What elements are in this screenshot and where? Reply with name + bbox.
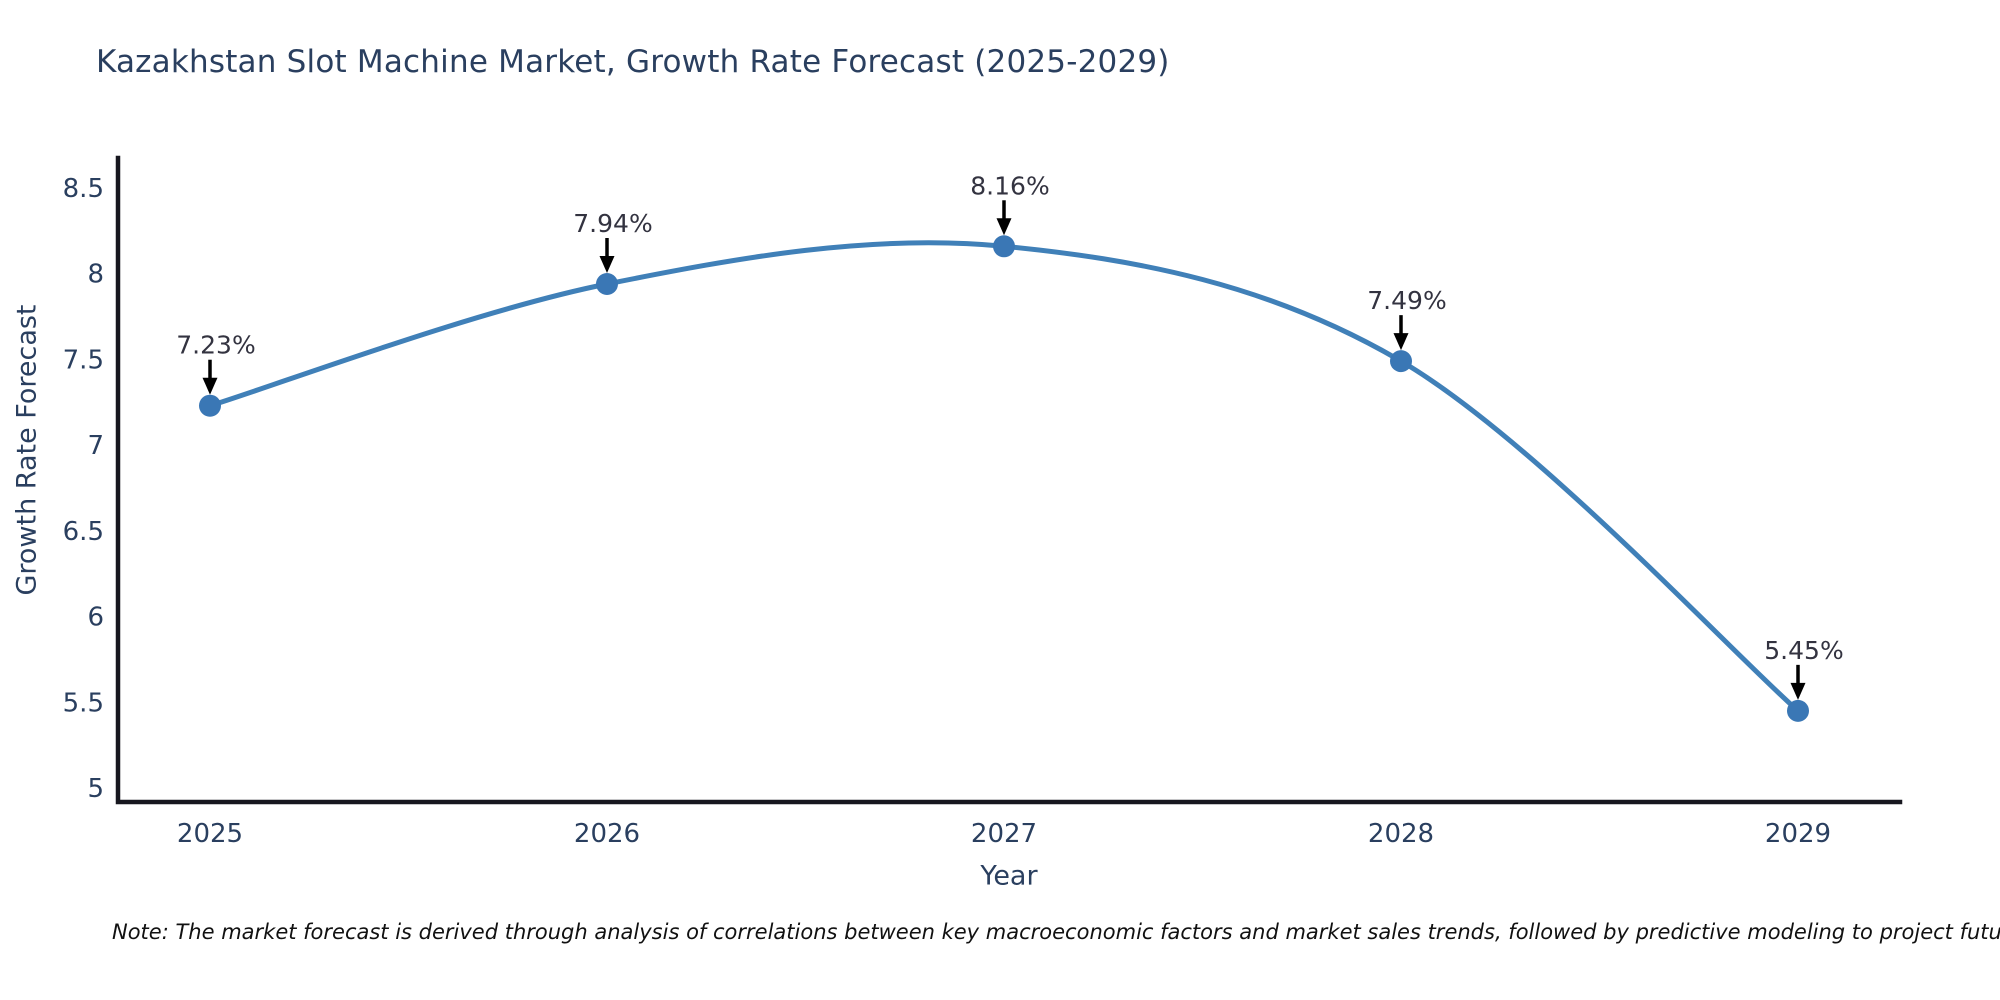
- annotation-arrowhead: [202, 377, 218, 395]
- data-point-marker: [199, 394, 221, 417]
- annotation-arrowhead: [599, 256, 615, 273]
- data-point-label: 7.23%: [176, 331, 255, 360]
- y-tick-label: 8.5: [63, 174, 104, 204]
- x-axis-title: Year: [980, 860, 1038, 892]
- x-tick-label: 2029: [1765, 819, 1831, 849]
- annotation-arrowhead: [996, 218, 1012, 236]
- x-tick-label: 2028: [1368, 819, 1434, 849]
- data-point-label: 7.49%: [1367, 286, 1446, 315]
- y-tick-label: 8: [87, 260, 104, 290]
- data-point-marker: [1787, 699, 1809, 722]
- axis-line: [115, 155, 1903, 805]
- data-point-label: 7.94%: [573, 209, 652, 238]
- forecast-curve: [207, 240, 1801, 714]
- chart-title: Kazakhstan Slot Machine Market, Growth R…: [96, 44, 1170, 80]
- annotation-arrowhead: [1790, 682, 1806, 700]
- data-point-marker: [993, 235, 1015, 258]
- y-tick-label: 5.5: [63, 688, 104, 718]
- data-point-marker: [1390, 350, 1412, 373]
- annotation-arrowhead: [1393, 333, 1409, 351]
- x-tick-label: 2027: [971, 819, 1037, 849]
- x-tick-label: 2025: [177, 819, 243, 849]
- y-tick-label: 7.5: [63, 345, 104, 375]
- footnote: Note: The market forecast is derived thr…: [112, 920, 2000, 944]
- y-tick-label: 6: [87, 603, 104, 633]
- x-tick-label: 2026: [574, 819, 640, 849]
- y-tick-label: 7: [87, 431, 104, 461]
- y-tick-label: 6.5: [63, 517, 104, 547]
- y-tick-label: 5: [87, 774, 104, 804]
- data-point-marker: [596, 273, 618, 295]
- data-point-label: 5.45%: [1764, 636, 1843, 665]
- data-point-label: 8.16%: [970, 171, 1049, 200]
